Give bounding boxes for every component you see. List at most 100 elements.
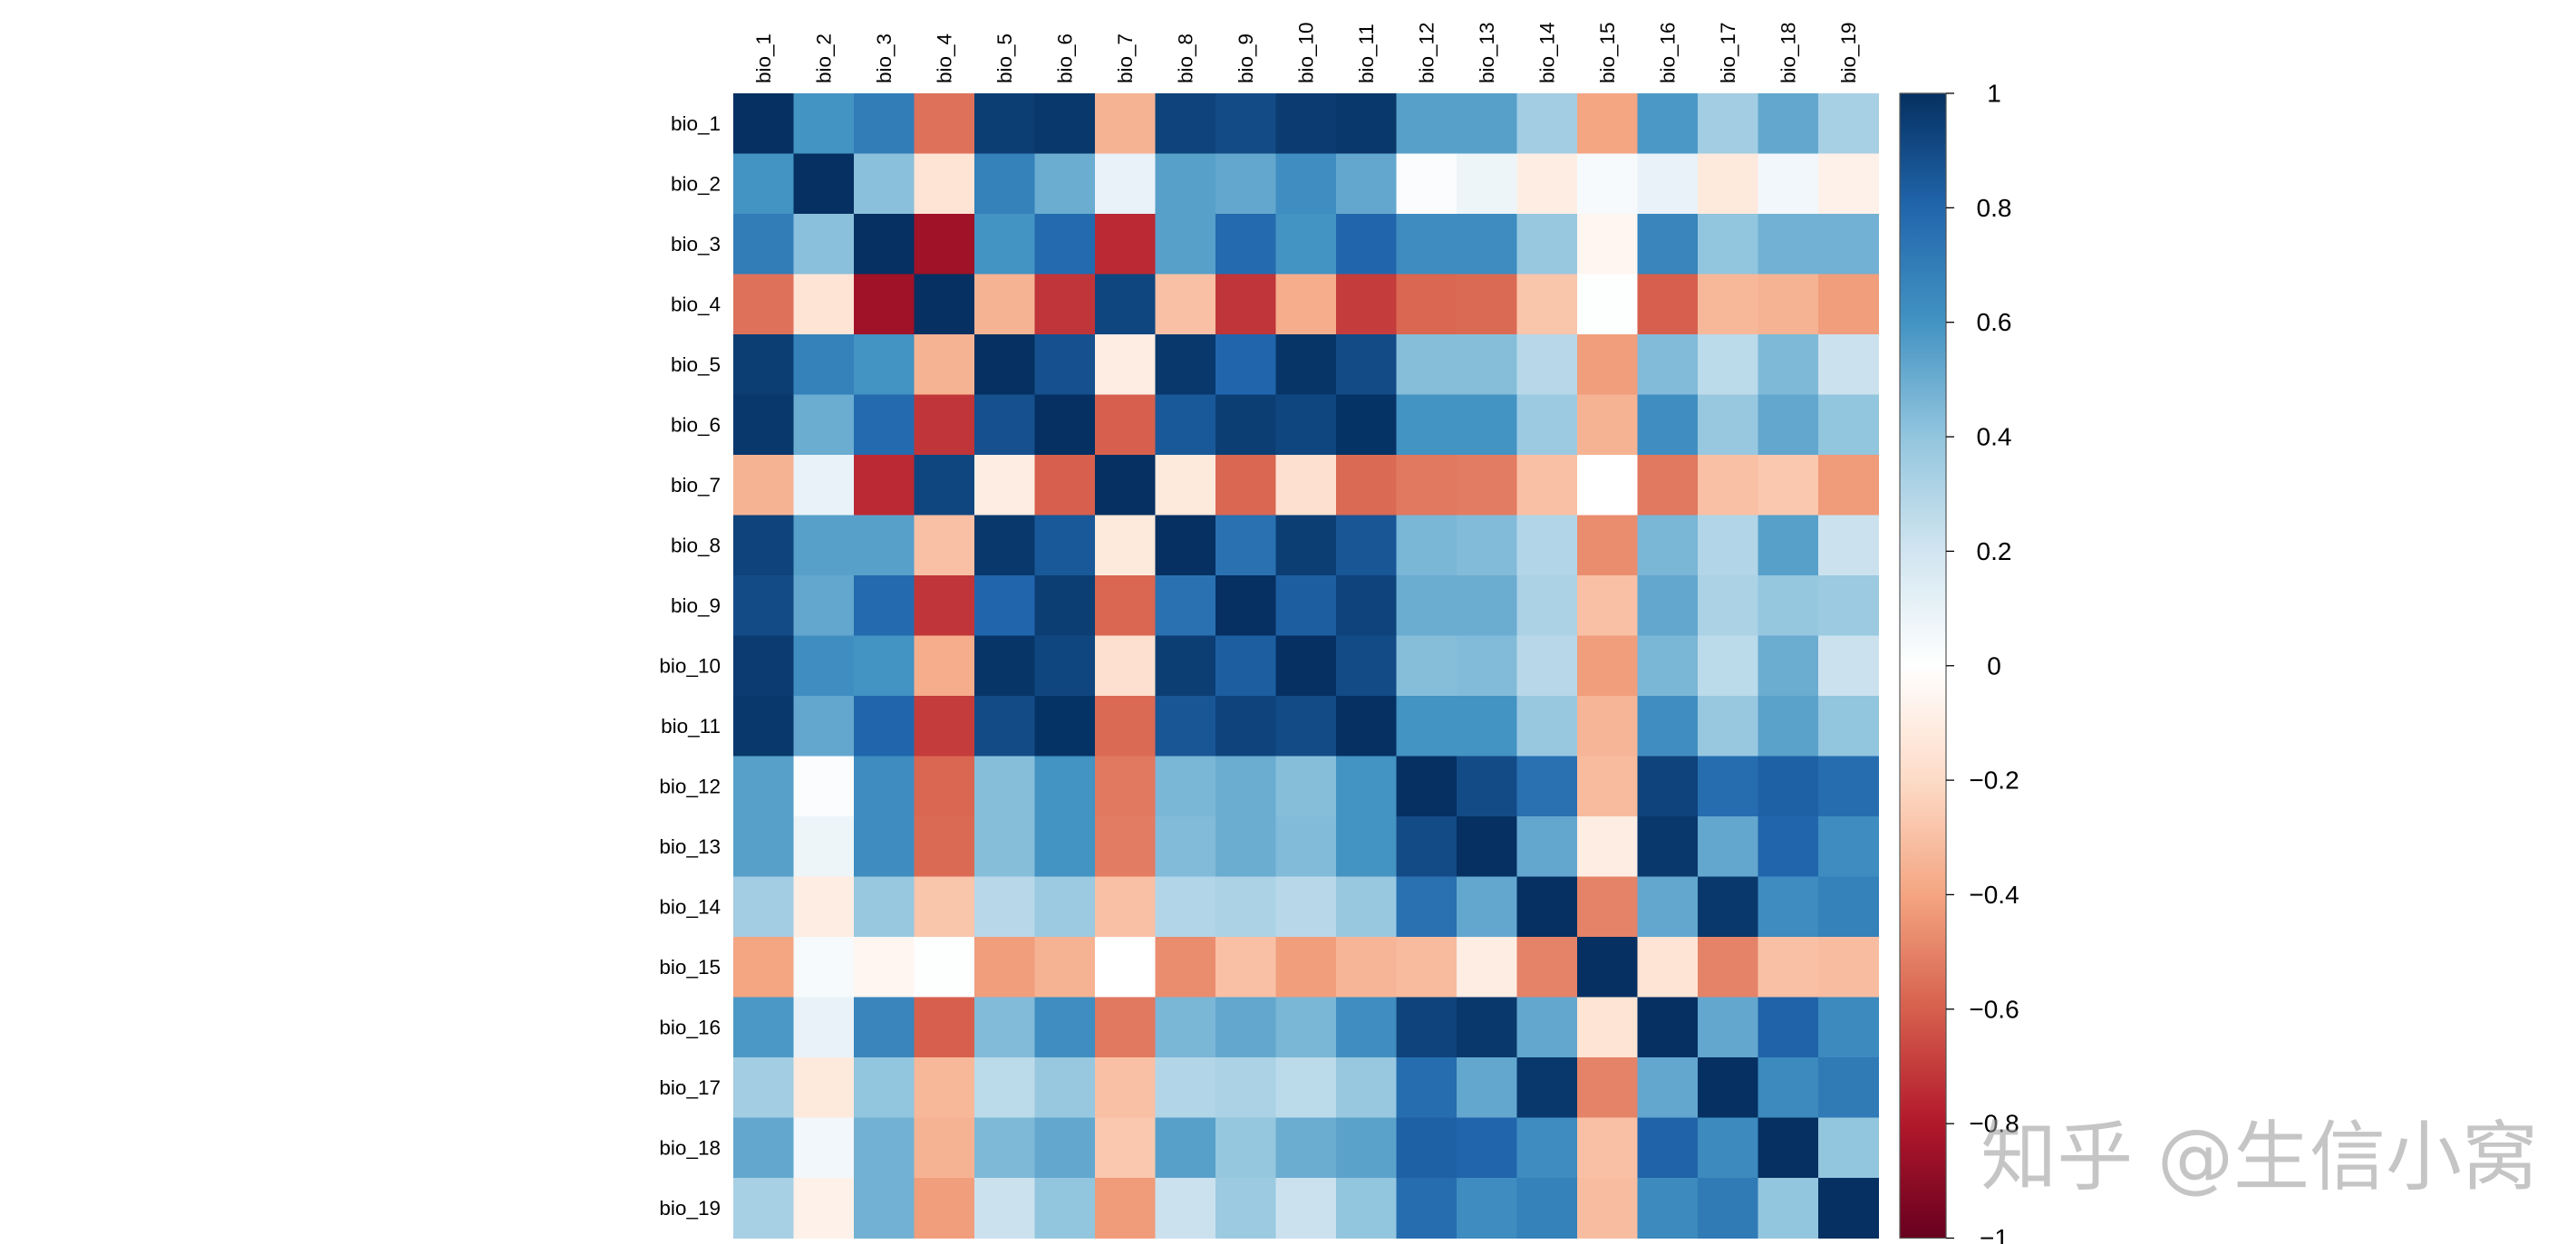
heatmap-cell — [1396, 455, 1457, 516]
heatmap-cell — [1275, 997, 1337, 1058]
heatmap-cell — [1275, 515, 1337, 576]
heatmap-cell — [1155, 1057, 1216, 1119]
heatmap-cell — [1818, 93, 1880, 155]
heatmap-cell — [974, 937, 1036, 998]
heatmap-cell — [854, 214, 915, 275]
heatmap-cell — [1818, 515, 1880, 576]
heatmap-cell — [1516, 635, 1578, 697]
heatmap-cell — [1034, 575, 1096, 637]
heatmap-cell — [1396, 876, 1457, 938]
column-label: bio_3 — [873, 34, 896, 83]
column-label: bio_19 — [1837, 22, 1860, 83]
heatmap-cell — [1095, 394, 1157, 456]
heatmap-cell — [1215, 575, 1277, 637]
heatmap-cell — [854, 756, 915, 817]
heatmap-cell — [733, 696, 795, 757]
heatmap-cell — [1818, 214, 1880, 275]
heatmap-cell — [1516, 515, 1578, 576]
heatmap-cell — [914, 937, 975, 998]
heatmap-cell — [1095, 274, 1157, 335]
heatmap-cell — [974, 1117, 1036, 1179]
heatmap-cell — [1396, 515, 1457, 576]
heatmap-cell — [1336, 515, 1398, 576]
heatmap-cell — [914, 575, 975, 637]
heatmap-cell — [1215, 696, 1277, 757]
heatmap-cell — [1637, 214, 1699, 275]
heatmap-cell — [1698, 334, 1759, 396]
heatmap-cell — [1336, 274, 1398, 335]
heatmap-cell — [974, 635, 1036, 697]
heatmap-cell — [1396, 575, 1457, 637]
heatmap-cell — [974, 455, 1036, 516]
heatmap-cell — [1637, 876, 1699, 938]
heatmap-cell — [733, 876, 795, 938]
heatmap-cell — [1698, 1178, 1759, 1239]
heatmap-cell — [1095, 1117, 1157, 1179]
heatmap-cell — [1818, 1178, 1880, 1239]
heatmap-cell — [793, 937, 855, 998]
heatmap-cell — [1457, 816, 1518, 878]
heatmap-cell — [1034, 334, 1096, 396]
heatmap-cell — [1577, 274, 1639, 335]
heatmap-cell — [1336, 334, 1398, 396]
column-label: bio_8 — [1174, 34, 1196, 83]
heatmap-cell — [1698, 274, 1759, 335]
heatmap-cell — [1155, 876, 1216, 938]
heatmap-cell — [1336, 455, 1398, 516]
heatmap-cell — [1457, 635, 1518, 697]
heatmap-cell — [914, 635, 975, 697]
heatmap-cell — [974, 214, 1036, 275]
heatmap-cell — [1275, 214, 1337, 275]
heatmap-cell — [1698, 635, 1759, 697]
heatmap-cell — [793, 455, 855, 516]
heatmap-cell — [854, 274, 915, 335]
heatmap-cell — [1396, 274, 1457, 335]
heatmap-cell — [1577, 756, 1639, 817]
heatmap-cell — [974, 1057, 1036, 1119]
heatmap-cell — [1637, 93, 1699, 155]
heatmap-cell — [1215, 635, 1277, 697]
heatmap-cell — [793, 274, 855, 335]
heatmap-cell — [1818, 997, 1880, 1058]
heatmap-cell — [1034, 515, 1096, 576]
heatmap-cell — [1275, 937, 1337, 998]
heatmap-cell — [733, 93, 795, 155]
column-label: bio_11 — [1355, 24, 1378, 83]
heatmap-cell — [914, 756, 975, 817]
heatmap-cell — [1577, 937, 1639, 998]
heatmap-cell — [1698, 997, 1759, 1058]
heatmap-cell — [1758, 1117, 1819, 1179]
heatmap-cell — [914, 816, 975, 878]
heatmap-cell — [854, 997, 915, 1058]
heatmap-cell — [1095, 153, 1157, 215]
heatmap-cell — [1818, 274, 1880, 335]
heatmap-cell — [1336, 756, 1398, 817]
heatmap-cell — [914, 876, 975, 938]
heatmap-cell — [1034, 1117, 1096, 1179]
heatmap-cell — [974, 696, 1036, 757]
heatmap-cell — [733, 515, 795, 576]
heatmap-cell — [1275, 394, 1337, 456]
heatmap-cell — [1457, 997, 1518, 1058]
heatmap-cell — [1155, 816, 1216, 878]
heatmap-cell — [1336, 1057, 1398, 1119]
heatmap-cell — [1275, 635, 1337, 697]
heatmap-cell — [1818, 876, 1880, 938]
column-labels: bio_1 bio_2 bio_3 bio_4 bio_5 bio_6 bio_7 bio_8… — [752, 22, 1860, 83]
heatmap-cell — [1155, 394, 1216, 456]
heatmap-cell — [1758, 997, 1819, 1058]
heatmap-cell — [1336, 394, 1398, 456]
heatmap-cell — [1034, 816, 1096, 878]
heatmap-cell — [854, 455, 915, 516]
heatmap-cell — [1818, 455, 1880, 516]
heatmap-cell — [854, 334, 915, 396]
heatmap-cell — [793, 153, 855, 215]
heatmap-cell — [733, 153, 795, 215]
heatmap-cell — [1818, 153, 1880, 215]
heatmap-cell — [1275, 274, 1337, 335]
heatmap-cell — [1336, 937, 1398, 998]
row-label: bio_15 — [659, 956, 721, 979]
heatmap-cell — [1275, 93, 1337, 155]
heatmap-cell — [914, 334, 975, 396]
heatmap-cell — [1095, 575, 1157, 637]
